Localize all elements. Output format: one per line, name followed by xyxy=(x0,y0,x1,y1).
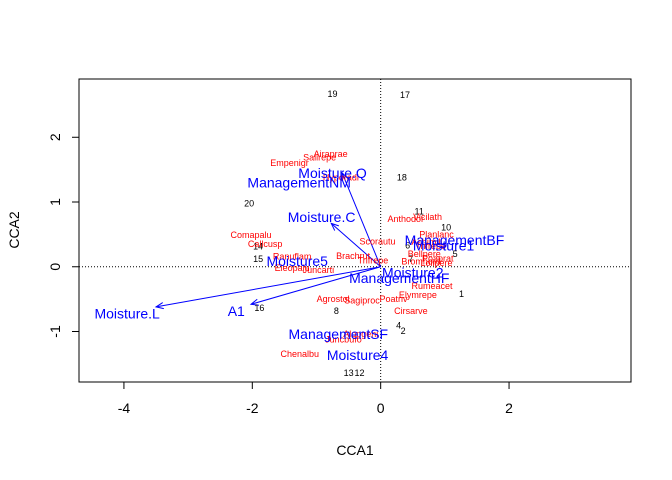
site-label: 10 xyxy=(441,222,451,232)
site-label: 12 xyxy=(354,368,364,378)
environment-label: ManagementSF xyxy=(289,326,389,342)
species-label: Vicilath xyxy=(413,212,442,222)
species-label: Lolipere xyxy=(421,258,453,268)
environment-arrowhead xyxy=(330,222,340,231)
site-label: 15 xyxy=(253,254,263,264)
species-label: Elymrepe xyxy=(399,290,437,300)
site-label: 11 xyxy=(415,207,424,217)
species-label: Trifrepe xyxy=(415,241,446,251)
environment-label: Moisture.C xyxy=(288,209,356,225)
site-label: 5 xyxy=(453,249,458,259)
site-label: 8 xyxy=(334,306,339,316)
species-label: Ranuflam xyxy=(273,251,312,261)
environment-arrows xyxy=(154,171,382,310)
reference-lines xyxy=(79,79,631,382)
species-label: Airaprae xyxy=(314,149,348,159)
species-label: Eleopalu xyxy=(275,263,310,273)
environment-label: Moisture1 xyxy=(413,237,475,253)
site-label: 20 xyxy=(244,198,254,208)
site-label: 7 xyxy=(408,254,413,264)
environment-label: Moisture.Q xyxy=(298,165,367,181)
species-label: Hyporadi xyxy=(323,172,359,182)
environment-label: A1 xyxy=(228,303,245,319)
y-tick-label: 2 xyxy=(47,133,63,141)
site-label: 17 xyxy=(400,90,410,100)
site-label: 6 xyxy=(405,240,410,250)
environment-label: Moisture5 xyxy=(266,253,328,269)
species-label: Brachrut xyxy=(336,251,371,261)
environment-label: ManagementNM xyxy=(247,175,351,191)
species-label: Sagiproc xyxy=(344,295,380,305)
x-tick-label: 0 xyxy=(377,400,385,416)
site-label: 13 xyxy=(344,368,354,378)
y-tick-label: -1 xyxy=(47,325,63,338)
environment-arrow xyxy=(330,223,382,268)
environment-arrow xyxy=(341,172,382,267)
species-label: Empenigr xyxy=(270,158,309,168)
species-label: Planlanc xyxy=(419,229,454,239)
y-tick-label: 0 xyxy=(47,263,63,271)
species-label: Chenalbu xyxy=(281,349,320,359)
x-tick-label: 2 xyxy=(505,400,513,416)
species-label: Agrostol xyxy=(317,294,350,304)
environment-arrowhead xyxy=(341,171,349,181)
species-label: Juncarti xyxy=(303,265,335,275)
y-axis-title: CCA2 xyxy=(6,211,22,249)
species-label: Callcusp xyxy=(248,239,283,249)
species-label: Poaprat xyxy=(422,253,454,263)
species-label: Bromhord xyxy=(401,257,441,267)
environment-label: Moisture.L xyxy=(94,305,160,321)
species-label: Scorautu xyxy=(359,237,395,247)
species-label: Anthodor xyxy=(387,214,424,224)
site-label: 4 xyxy=(396,321,401,331)
x-axis: -4 -2 0 2 xyxy=(118,381,513,416)
site-label: 14 xyxy=(253,242,263,252)
species-label: Poatriv xyxy=(380,294,409,304)
environment-arrowhead xyxy=(249,298,260,306)
x-tick-label: -2 xyxy=(246,400,259,416)
species-label: Juncbufo xyxy=(325,334,362,344)
site-label: 1 xyxy=(459,289,464,299)
species-label: Trifrepe xyxy=(358,255,389,265)
site-label: 18 xyxy=(397,172,407,182)
site-label: 16 xyxy=(254,303,264,313)
species-label: Salirepe xyxy=(303,152,336,162)
environment-label: Moisture4 xyxy=(327,347,389,363)
x-tick-label: -4 xyxy=(118,400,131,416)
species-label: Comapalu xyxy=(231,230,272,240)
site-label: 19 xyxy=(328,89,338,99)
y-tick-label: 1 xyxy=(47,198,63,206)
environment-arrow xyxy=(250,266,381,305)
species-label: Bellpere xyxy=(408,249,441,259)
species-label: Rumeacet xyxy=(412,281,454,291)
species-label: Cirsarve xyxy=(394,306,428,316)
species-label: Alopgeni xyxy=(343,329,378,339)
x-axis-title: CCA1 xyxy=(336,442,374,458)
environment-label: ManagementBF xyxy=(405,232,505,248)
site-label: 2 xyxy=(401,326,406,336)
y-axis: -1 0 1 2 xyxy=(47,133,80,338)
species-label: Achimill xyxy=(411,237,442,247)
environment-arrowhead xyxy=(154,302,164,310)
environment-label: Moisture2 xyxy=(382,265,444,281)
environment-label: ManagementHF xyxy=(349,270,449,286)
environment-arrow xyxy=(155,266,381,308)
